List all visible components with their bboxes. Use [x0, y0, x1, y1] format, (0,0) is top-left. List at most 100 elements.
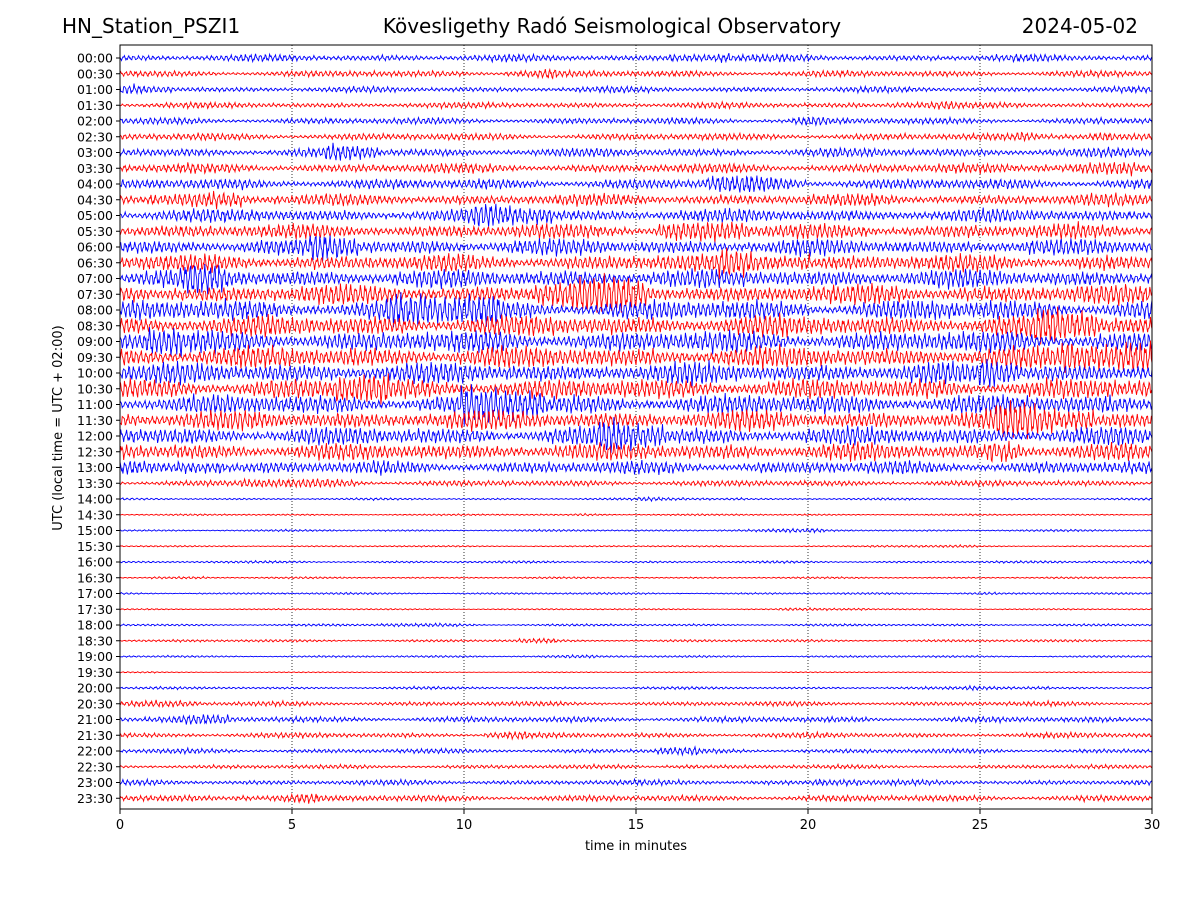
y-tick-labels: 00:0000:3001:0001:3002:0002:3003:0003:30…	[77, 51, 120, 806]
y-tick-label: 11:30	[77, 413, 113, 428]
y-tick-label: 00:30	[77, 66, 113, 81]
trace-05:00	[119, 203, 1153, 227]
trace-00:30	[119, 67, 1153, 80]
y-tick-label: 22:30	[77, 759, 113, 774]
y-tick-label: 21:00	[77, 712, 113, 727]
x-tick-label: 10	[456, 818, 473, 833]
trace-15:00	[120, 527, 1153, 534]
y-tick-label: 03:00	[77, 145, 113, 160]
y-tick-label: 02:00	[77, 114, 113, 129]
y-tick-label: 10:30	[77, 381, 113, 396]
y-tick-label: 15:30	[77, 539, 113, 554]
trace-11:30	[119, 400, 1153, 440]
y-tick-label: 01:30	[77, 98, 113, 113]
y-tick-label: 23:30	[77, 791, 113, 806]
x-tick-label: 30	[1144, 818, 1161, 833]
trace-22:30	[119, 762, 1153, 771]
y-tick-label: 16:00	[77, 555, 113, 570]
y-axis-label: UTC (local time = UTC + 02:00)	[51, 325, 66, 530]
y-tick-label: 14:00	[77, 492, 113, 507]
trace-07:30	[119, 272, 1153, 313]
trace-04:00	[119, 175, 1153, 193]
trace-16:30	[119, 575, 1153, 580]
x-tick-label: 15	[628, 818, 645, 833]
trace-10:00	[119, 358, 1153, 388]
y-tick-label: 23:00	[77, 775, 113, 790]
trace-18:00	[119, 622, 1153, 628]
trace-04:30	[119, 190, 1153, 210]
trace-01:30	[120, 100, 1153, 111]
trace-03:00	[119, 142, 1153, 161]
trace-12:00	[119, 417, 1153, 454]
y-tick-label: 17:30	[77, 602, 113, 617]
trace-09:30	[119, 340, 1153, 374]
y-tick-label: 09:30	[77, 350, 113, 365]
y-tick-label: 08:00	[77, 303, 113, 318]
record-date: 2024-05-02	[1021, 14, 1138, 38]
station-name: HN_Station_PSZI1	[62, 14, 241, 38]
trace-13:00	[119, 459, 1153, 476]
y-tick-label: 15:00	[77, 523, 113, 538]
trace-14:00	[119, 496, 1153, 503]
y-tick-label: 05:30	[77, 224, 113, 239]
y-tick-label: 06:30	[77, 255, 113, 270]
y-tick-label: 05:00	[77, 208, 113, 223]
trace-00:00	[119, 52, 1153, 64]
trace-15:30	[119, 543, 1153, 549]
trace-06:30	[119, 247, 1153, 280]
trace-17:30	[119, 606, 1153, 612]
y-tick-label: 20:30	[77, 696, 113, 711]
trace-09:00	[119, 327, 1153, 358]
trace-22:00	[119, 745, 1153, 757]
y-tick-label: 09:00	[77, 334, 113, 349]
trace-19:00	[119, 653, 1153, 659]
y-tick-label: 20:00	[77, 681, 113, 696]
y-tick-label: 18:30	[77, 633, 113, 648]
y-tick-label: 12:00	[77, 429, 113, 444]
y-tick-label: 12:30	[77, 444, 113, 459]
y-tick-label: 19:00	[77, 649, 113, 664]
y-tick-label: 07:00	[77, 271, 113, 286]
y-tick-label: 17:00	[77, 586, 113, 601]
trace-06:00	[119, 235, 1152, 261]
x-tick-labels: 0 5 10 15 20 25 30	[116, 809, 1160, 833]
observatory-title: Kövesligethy Radó Seismological Observat…	[382, 14, 842, 38]
y-tick-label: 16:30	[77, 570, 113, 585]
y-tick-label: 06:00	[77, 240, 113, 255]
trace-20:30	[119, 699, 1153, 709]
trace-02:00	[119, 115, 1153, 127]
x-axis-label: time in minutes	[585, 839, 687, 854]
trace-08:30	[119, 306, 1153, 345]
y-tick-label: 13:00	[77, 460, 113, 475]
trace-23:30	[119, 792, 1153, 804]
trace-11:00	[119, 384, 1153, 427]
trace-23:00	[119, 777, 1153, 788]
x-tick-label: 25	[972, 818, 989, 833]
trace-21:00	[119, 713, 1153, 725]
trace-19:30	[119, 671, 1152, 674]
y-tick-label: 13:30	[77, 476, 113, 491]
seismic-traces	[119, 52, 1153, 804]
trace-08:00	[119, 292, 1153, 328]
trace-02:30	[119, 131, 1153, 143]
trace-01:00	[119, 83, 1153, 96]
y-tick-label: 04:30	[77, 192, 113, 207]
trace-13:30	[119, 477, 1153, 489]
y-tick-label: 02:30	[77, 129, 113, 144]
trace-05:30	[119, 221, 1153, 244]
y-tick-label: 22:00	[77, 744, 113, 759]
trace-03:30	[119, 161, 1153, 177]
x-tick-label: 0	[116, 818, 124, 833]
y-tick-label: 03:30	[77, 161, 113, 176]
x-tick-label: 5	[288, 818, 296, 833]
y-tick-label: 10:00	[77, 366, 113, 381]
trace-18:30	[120, 637, 1153, 645]
y-tick-label: 08:30	[77, 318, 113, 333]
trace-14:30	[119, 512, 1153, 517]
trace-07:00	[119, 263, 1153, 295]
trace-20:00	[119, 684, 1153, 692]
y-tick-label: 07:30	[77, 287, 113, 302]
trace-12:30	[119, 440, 1153, 464]
trace-17:00	[119, 591, 1153, 596]
